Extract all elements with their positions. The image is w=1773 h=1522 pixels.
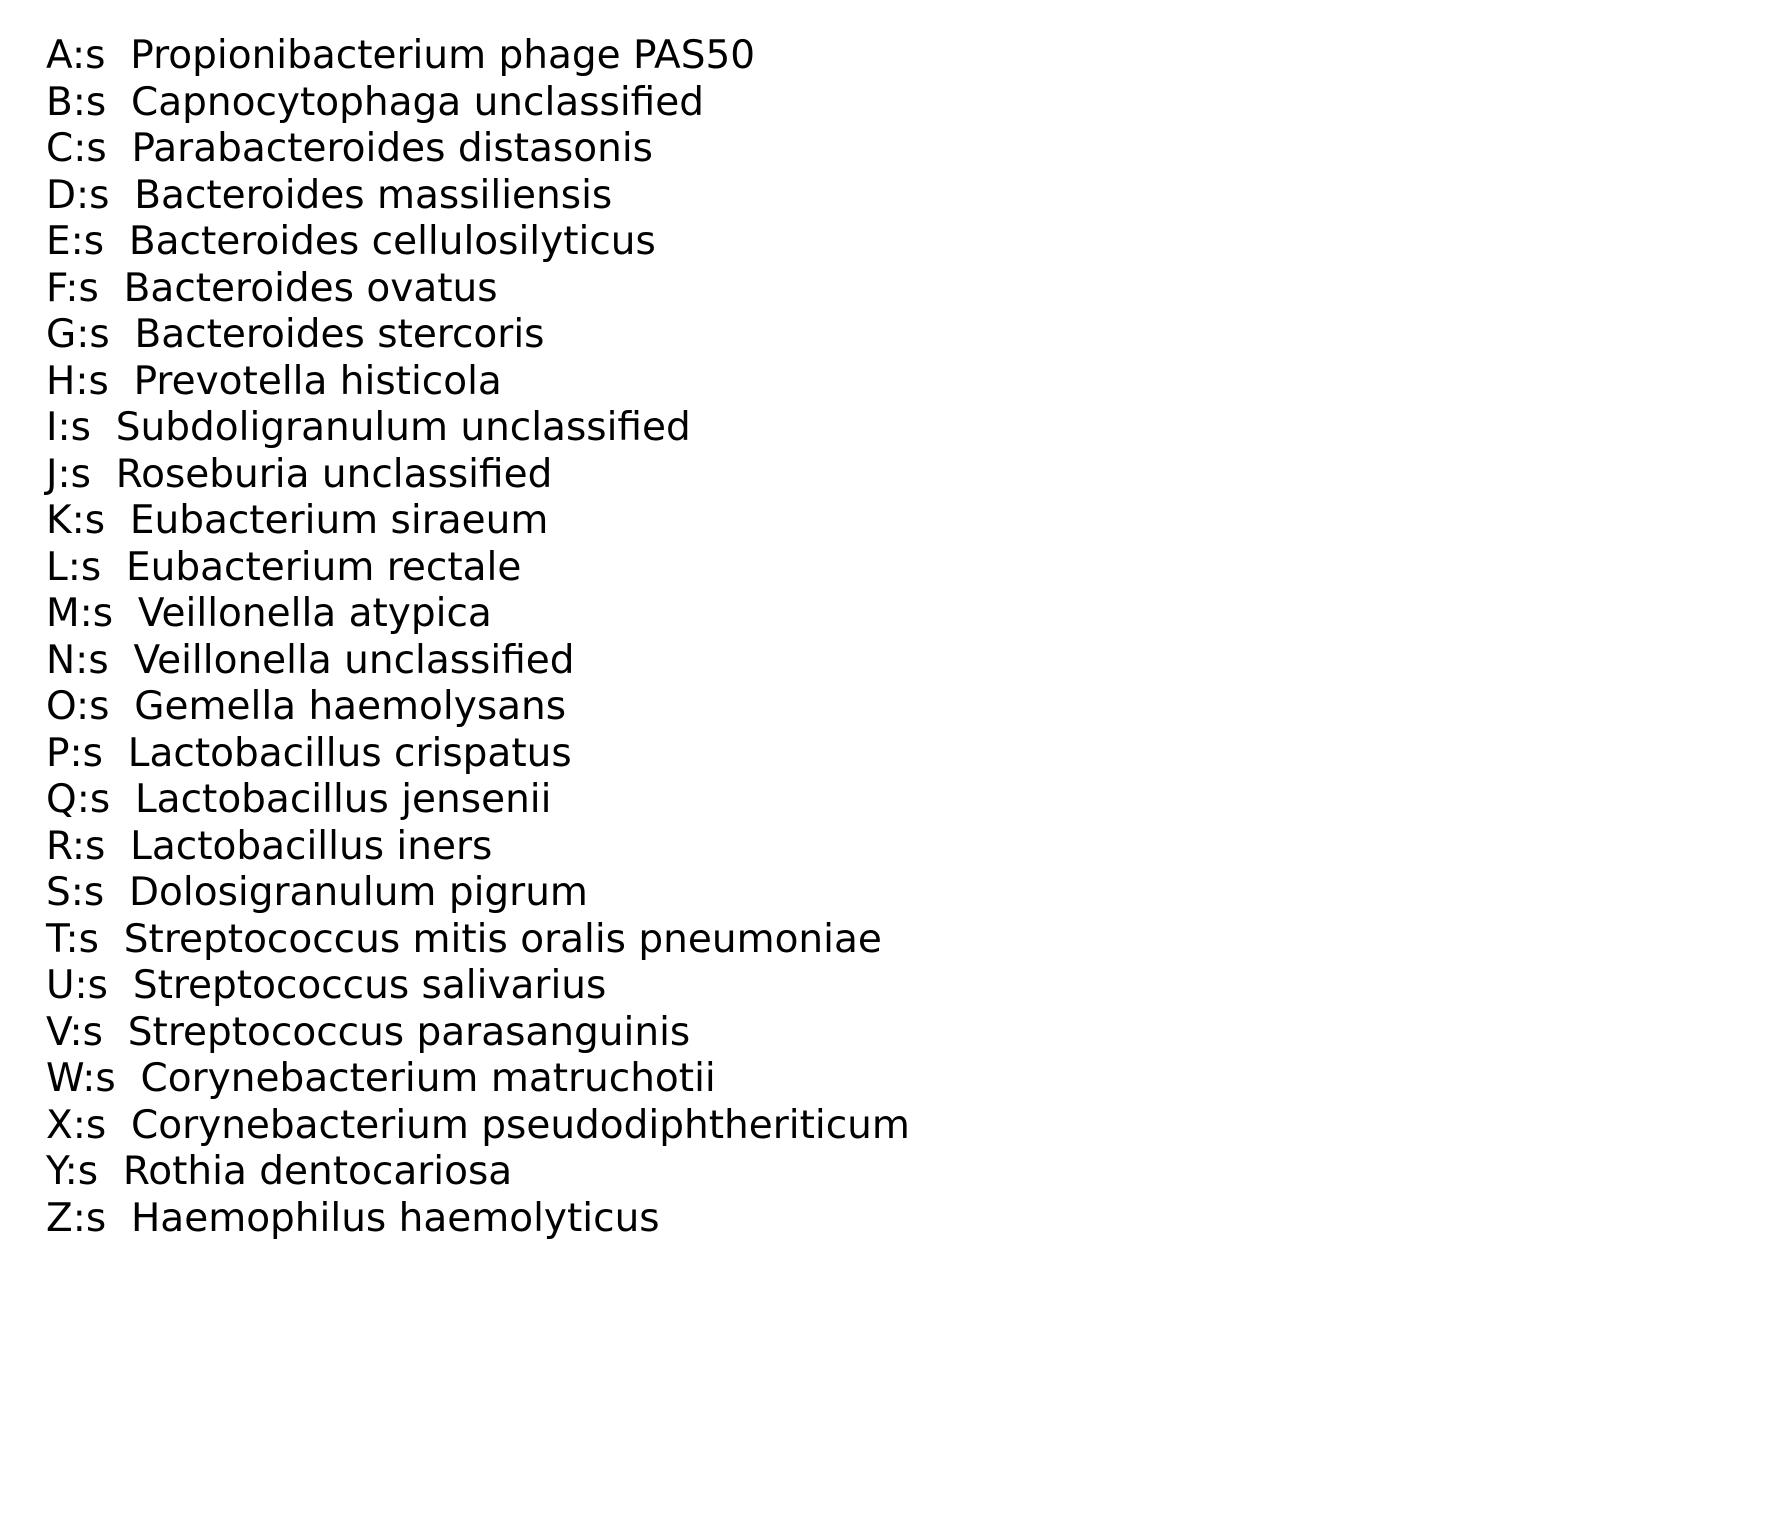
legend-entry-label: Bacteroides massiliensis: [134, 172, 613, 218]
legend-entry: E:s Bacteroides cellulosilyticus: [46, 219, 910, 266]
legend-entry-label: Rothia dentocariosa: [122, 1149, 513, 1194]
legend-entry-key: O:s: [46, 684, 110, 729]
legend-entry-key: X:s: [46, 1102, 107, 1148]
legend-entry: F:s Bacteroides ovatus: [46, 266, 910, 313]
legend-entry-key: Z:s: [46, 1195, 107, 1241]
legend-entry-key: H:s: [46, 358, 109, 404]
legend-entry-key: R:s: [46, 823, 106, 869]
legend-entry-key: V:s: [46, 1009, 103, 1055]
legend-entry: D:s Bacteroides massiliensis: [46, 173, 910, 220]
legend-entry-key: I:s: [46, 405, 91, 450]
legend-entry: V:s Streptococcus parasanguinis: [46, 1010, 910, 1057]
legend-entry-label: Bacteroides ovatus: [123, 265, 498, 311]
legend-entry: T:s Streptococcus mitis oralis pneumonia…: [46, 917, 910, 964]
legend-entry-label: Corynebacterium pseudodiphtheriticum: [130, 1102, 910, 1148]
legend-entry: Q:s Lactobacillus jensenii: [46, 777, 910, 824]
legend-entry-label: Streptococcus salivarius: [132, 963, 607, 1008]
legend-entry-key: F:s: [46, 265, 99, 311]
legend-entry-label: Streptococcus parasanguinis: [127, 1009, 691, 1055]
legend-entry-label: Roseburia unclassified: [115, 451, 553, 497]
legend-entry: K:s Eubacterium siraeum: [46, 498, 910, 545]
legend-entry-label: Gemella haemolysans: [134, 684, 567, 729]
legend-entry: P:s Lactobacillus crispatus: [46, 731, 910, 778]
legend-entry: S:s Dolosigranulum pigrum: [46, 870, 910, 917]
legend-entry-key: D:s: [46, 172, 110, 218]
legend-entry-key: B:s: [46, 79, 107, 125]
legend-entry-key: N:s: [46, 637, 109, 683]
legend-entry-label: Capnocytophaga unclassified: [131, 79, 704, 125]
legend-entry-key: G:s: [46, 312, 110, 357]
legend-entry-key: K:s: [46, 498, 106, 543]
legend-entry: U:s Streptococcus salivarius: [46, 963, 910, 1010]
legend-entry: I:s Subdoligranulum unclassified: [46, 405, 910, 452]
legend-entry-label: Haemophilus haemolyticus: [130, 1195, 660, 1241]
legend-entry: R:s Lactobacillus iners: [46, 824, 910, 871]
legend-entry-key: M:s: [46, 591, 114, 636]
legend-entry: J:s Roseburia unclassified: [46, 452, 910, 499]
legend-entry-key: T:s: [46, 916, 99, 962]
legend-entry-label: Bacteroides stercoris: [134, 312, 545, 357]
legend-entry: N:s Veillonella unclassified: [46, 638, 910, 685]
legend-entry: Y:s Rothia dentocariosa: [46, 1149, 910, 1196]
legend-entry: L:s Eubacterium rectale: [46, 545, 910, 592]
legend-entry-label: Dolosigranulum pigrum: [129, 870, 588, 915]
legend-entry-label: Veillonella unclassified: [133, 637, 575, 683]
legend-entry: B:s Capnocytophaga unclassified: [46, 80, 910, 127]
legend-entry-key: E:s: [46, 219, 105, 264]
legend-entry-key: Y:s: [46, 1149, 99, 1194]
legend-entry-key: Q:s: [46, 777, 111, 822]
legend-entry: X:s Corynebacterium pseudodiphtheriticum: [46, 1103, 910, 1150]
legend-entry-key: L:s: [46, 544, 102, 590]
legend-entry-key: W:s: [46, 1056, 116, 1101]
legend-entry-key: A:s: [46, 33, 106, 78]
legend-entry: C:s Parabacteroides distasonis: [46, 126, 910, 173]
legend-entry-label: Eubacterium rectale: [125, 544, 522, 590]
legend-entry-label: Streptococcus mitis oralis pneumoniae: [123, 916, 882, 962]
legend-entry-key: P:s: [46, 730, 103, 776]
legend-entry-label: Corynebacterium matruchotii: [140, 1056, 716, 1101]
legend-entry-label: Veillonella atypica: [137, 591, 492, 636]
legend-entry-key: J:s: [46, 451, 91, 497]
legend-entry: Z:s Haemophilus haemolyticus: [46, 1196, 910, 1243]
legend-entry-label: Propionibacterium phage PAS50: [130, 33, 756, 78]
legend-entry: G:s Bacteroides stercoris: [46, 312, 910, 359]
legend-entry: A:s Propionibacterium phage PAS50: [46, 33, 910, 80]
legend-entry-label: Prevotella histicola: [133, 358, 502, 404]
legend-entry-label: Lactobacillus jensenii: [134, 777, 552, 822]
legend-entry-label: Lactobacillus iners: [130, 823, 493, 869]
legend-entry-label: Eubacterium siraeum: [129, 498, 549, 543]
species-legend-list: A:s Propionibacterium phage PAS50 B:s Cap…: [46, 33, 910, 1242]
legend-entry: W:s Corynebacterium matruchotii: [46, 1056, 910, 1103]
legend-entry-key: C:s: [46, 126, 107, 171]
legend-entry-label: Subdoligranulum unclassified: [115, 405, 691, 450]
legend-entry-key: S:s: [46, 870, 105, 915]
legend-entry-key: U:s: [46, 963, 109, 1008]
legend-entry: H:s Prevotella histicola: [46, 359, 910, 406]
legend-entry-label: Bacteroides cellulosilyticus: [128, 219, 656, 264]
legend-entry: M:s Veillonella atypica: [46, 591, 910, 638]
legend-entry-label: Lactobacillus crispatus: [127, 730, 572, 776]
legend-entry: O:s Gemella haemolysans: [46, 684, 910, 731]
legend-entry-label: Parabacteroides distasonis: [131, 126, 653, 171]
